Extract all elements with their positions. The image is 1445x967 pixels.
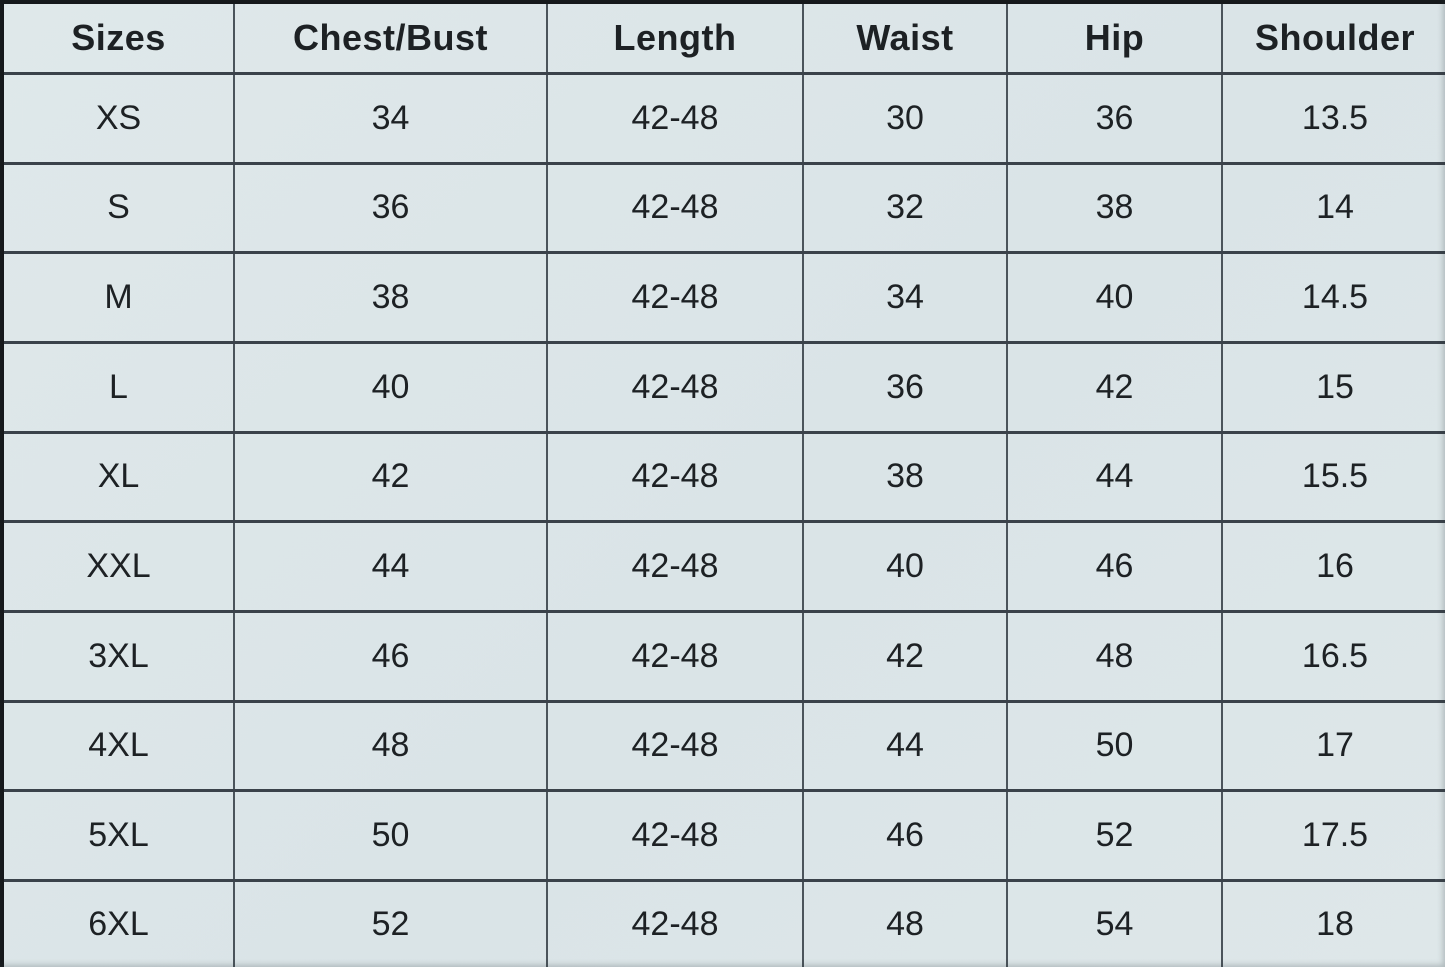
size-label-cell: 6XL	[2, 878, 235, 967]
measurement-cell: 36	[233, 161, 548, 255]
measurement-cell: 42-48	[546, 340, 804, 434]
table-row: XS 34 42-48 30 36 13.5	[2, 72, 1445, 165]
size-label-cell: 4XL	[2, 699, 235, 793]
table-row: XXL 44 42-48 40 46 16	[2, 520, 1445, 613]
table-row: 6XL 52 42-48 48 54 18	[2, 878, 1445, 967]
size-label-cell: M	[2, 251, 235, 344]
measurement-cell: 52	[1006, 789, 1223, 882]
measurement-cell: 42	[233, 430, 548, 524]
measurement-cell: 36	[802, 340, 1008, 434]
measurement-cell: 34	[233, 72, 548, 165]
measurement-cell: 15	[1221, 340, 1445, 434]
measurement-cell: 42	[802, 609, 1008, 703]
measurement-cell: 36	[1006, 72, 1223, 165]
measurement-cell: 52	[233, 878, 548, 967]
header-cell-shoulder: Shoulder	[1221, 2, 1445, 75]
measurement-cell: 42-48	[546, 161, 804, 255]
size-label-cell: 5XL	[2, 789, 235, 882]
size-label-cell: L	[2, 340, 235, 434]
measurement-cell: 17.5	[1221, 789, 1445, 882]
measurement-cell: 14	[1221, 161, 1445, 255]
measurement-cell: 48	[802, 878, 1008, 967]
measurement-cell: 44	[233, 520, 548, 613]
measurement-cell: 46	[1006, 520, 1223, 613]
measurement-cell: 34	[802, 251, 1008, 344]
measurement-cell: 44	[1006, 430, 1223, 524]
table-row: 3XL 46 42-48 42 48 16.5	[2, 609, 1445, 703]
table-row: L 40 42-48 36 42 15	[2, 340, 1445, 434]
measurement-cell: 42-48	[546, 430, 804, 524]
measurement-cell: 42-48	[546, 72, 804, 165]
header-row: Sizes Chest/Bust Length Waist Hip Should…	[2, 2, 1445, 75]
header-cell-chest: Chest/Bust	[233, 2, 548, 75]
measurement-cell: 38	[1006, 161, 1223, 255]
header-cell-sizes: Sizes	[2, 2, 235, 75]
measurement-cell: 46	[233, 609, 548, 703]
size-label-cell: S	[2, 161, 235, 255]
measurement-cell: 50	[233, 789, 548, 882]
measurement-cell: 40	[802, 520, 1008, 613]
measurement-cell: 38	[802, 430, 1008, 524]
measurement-cell: 13.5	[1221, 72, 1445, 165]
header-cell-hip: Hip	[1006, 2, 1223, 75]
measurement-cell: 40	[1006, 251, 1223, 344]
measurement-cell: 42-48	[546, 699, 804, 793]
measurement-cell: 15.5	[1221, 430, 1445, 524]
header-cell-waist: Waist	[802, 2, 1008, 75]
measurement-cell: 42-48	[546, 520, 804, 613]
measurement-cell: 46	[802, 789, 1008, 882]
measurement-cell: 16.5	[1221, 609, 1445, 703]
measurement-cell: 16	[1221, 520, 1445, 613]
measurement-cell: 48	[233, 699, 548, 793]
size-label-cell: XS	[2, 72, 235, 165]
measurement-cell: 18	[1221, 878, 1445, 967]
measurement-cell: 14.5	[1221, 251, 1445, 344]
measurement-cell: 42	[1006, 340, 1223, 434]
header-cell-length: Length	[546, 2, 804, 75]
size-label-cell: 3XL	[2, 609, 235, 703]
measurement-cell: 44	[802, 699, 1008, 793]
table-row: 4XL 48 42-48 44 50 17	[2, 699, 1445, 793]
table-row: 5XL 50 42-48 46 52 17.5	[2, 789, 1445, 882]
measurement-cell: 17	[1221, 699, 1445, 793]
measurement-cell: 42-48	[546, 251, 804, 344]
measurement-cell: 30	[802, 72, 1008, 165]
measurement-cell: 38	[233, 251, 548, 344]
measurement-cell: 32	[802, 161, 1008, 255]
measurement-cell: 42-48	[546, 609, 804, 703]
measurement-cell: 54	[1006, 878, 1223, 967]
size-label-cell: XL	[2, 430, 235, 524]
table-row: M 38 42-48 34 40 14.5	[2, 251, 1445, 344]
table-row: XL 42 42-48 38 44 15.5	[2, 430, 1445, 524]
size-table-body: XS 34 42-48 30 36 13.5 S 36 42-48 32 38 14 M 38 42-48 3…	[2, 72, 1445, 967]
measurement-cell: 42-48	[546, 789, 804, 882]
measurement-cell: 48	[1006, 609, 1223, 703]
measurement-cell: 50	[1006, 699, 1223, 793]
size-label-cell: XXL	[2, 520, 235, 613]
measurement-cell: 42-48	[546, 878, 804, 967]
table-row: S 36 42-48 32 38 14	[2, 161, 1445, 255]
measurement-cell: 40	[233, 340, 548, 434]
